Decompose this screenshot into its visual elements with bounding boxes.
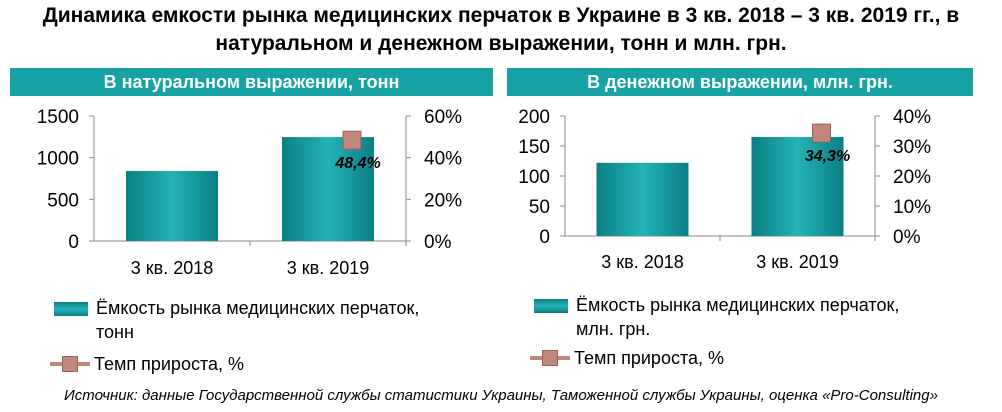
x-tick-label: 3 кв. 2018 [131, 258, 214, 278]
page-title: Динамика емкости рынка медицинских перча… [42, 4, 960, 55]
legend-label-line: Ёмкость рынка медицинских перчаток, [96, 298, 420, 318]
legend-item-growth-volume: Темп прироста, % [50, 352, 244, 376]
legend-item-growth-value: Темп прироста, % [530, 346, 724, 370]
y-tick-label-left: 50 [529, 197, 550, 218]
y-tick-label-left: 1000 [37, 149, 79, 170]
y-tick-label-left: 500 [47, 190, 79, 211]
legend-item-capacity-volume: Ёмкость рынка медицинских перчаток, тонн [54, 296, 419, 344]
legend-item-capacity-value: Ёмкость рынка медицинских перчаток, млн.… [534, 293, 899, 341]
y-tick-label-right: 40% [424, 149, 462, 170]
bar [126, 171, 218, 241]
y-tick-label-left: 100 [518, 167, 550, 188]
right-panel-header: В денежном выражении, млн. грн. [507, 68, 973, 96]
legend-label: Темп прироста, % [94, 354, 245, 374]
legend-label-line: Ёмкость рынка медицинских перчаток, [576, 295, 900, 315]
bar [751, 137, 844, 236]
bar [282, 137, 374, 241]
y-tick-label-right: 20% [424, 190, 462, 211]
bar [596, 162, 689, 236]
chart-value: 0 50 100 150 200 0% 10% 20% 30% 40% 3 кв. 2018 3 кв… [518, 107, 931, 272]
y-tick-label-right: 60% [424, 107, 462, 128]
x-tick-label: 3 кв. 2019 [287, 258, 370, 278]
legend-label: Темп прироста, % [574, 348, 725, 368]
y-tick-label-left: 1500 [37, 107, 79, 128]
left-panel-header: В натуральном выражении, тонн [10, 68, 493, 96]
source-note: Источник: данные Государственной службы … [64, 387, 938, 404]
growth-marker [342, 130, 362, 150]
legend-swatch-line [50, 352, 90, 376]
x-tick-label: 3 кв. 2019 [756, 252, 839, 272]
y-tick-label-right: 30% [893, 137, 931, 158]
y-tick-label-left: 200 [518, 107, 550, 128]
x-tick-label: 3 кв. 2018 [601, 252, 684, 272]
y-tick-label-right: 40% [893, 107, 931, 128]
y-tick-label-left: 0 [68, 232, 79, 253]
legend-swatch-line [530, 346, 570, 370]
legend-swatch-bar [534, 299, 568, 313]
y-tick-label-right: 10% [893, 197, 931, 218]
legend-label-line: тонн [96, 322, 134, 342]
growth-data-label: 48,4% [334, 155, 380, 172]
growth-marker [812, 123, 831, 143]
y-tick-label-right: 0% [893, 227, 921, 248]
chart-volume: 0 500 1000 1500 0% 20% 40% 60% 3 кв. 2018 3 кв. 2… [37, 107, 462, 278]
legend-swatch-bar [54, 302, 88, 316]
legend-label-line: млн. грн. [576, 319, 651, 339]
y-tick-label-left: 0 [539, 227, 550, 248]
growth-data-label: 34,3% [805, 148, 850, 165]
y-tick-label-left: 150 [518, 137, 550, 158]
y-tick-label-right: 0% [424, 232, 452, 253]
y-tick-label-right: 20% [893, 167, 931, 188]
